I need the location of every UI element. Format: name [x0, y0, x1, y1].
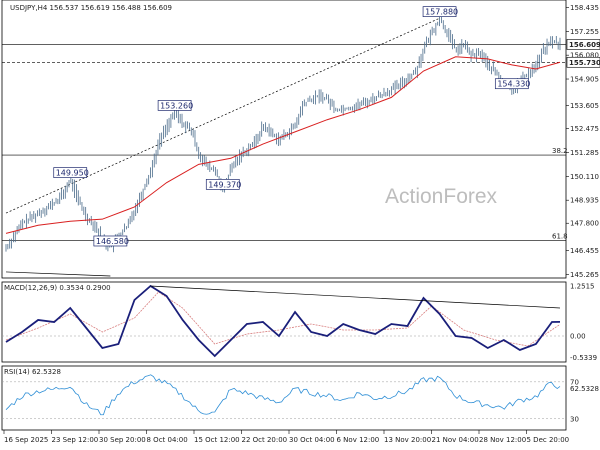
moving-average-line [5, 56, 561, 234]
y-tick-label: 153.605 [570, 102, 599, 110]
level-tag-text: 156.609 [569, 41, 600, 49]
price-label: 153.260 [160, 101, 193, 110]
price-label: 157.880 [425, 8, 458, 17]
y-tick-label: 146.455 [570, 247, 599, 255]
pane-frame-0 [1, 0, 567, 279]
y-tick-label: 156.080 [570, 52, 599, 60]
rsi-y-label: 30 [570, 415, 579, 423]
level-tag [566, 56, 600, 68]
watermark: ActionForex [385, 185, 498, 208]
macd-y-label: -0.5339 [570, 354, 597, 362]
fib-level-label: 38.2 [552, 147, 568, 155]
fib-level-label: 61.8 [552, 232, 568, 240]
x-tick-label: 15 Oct 12:00 [194, 436, 240, 444]
macd-line [5, 284, 561, 358]
rsi-line [5, 374, 561, 416]
x-tick-label: 28 Nov 12:00 [479, 436, 526, 444]
pane-frame-1 [1, 281, 567, 363]
y-tick-label: 158.435 [570, 4, 599, 12]
rsi-title: RSI(14) 62.5328 [4, 368, 61, 376]
macd-signal-line [5, 291, 561, 347]
x-tick-label: 8 Oct 04:00 [147, 436, 188, 444]
price-label-box [494, 78, 529, 90]
trendline [5, 17, 440, 214]
trendline [5, 271, 111, 277]
x-tick-label: 23 Sep 12:00 [52, 436, 99, 444]
y-tick-label: 157.255 [570, 28, 599, 36]
x-tick-label: 30 Sep 20:00 [99, 436, 146, 444]
price-label-box [205, 179, 240, 190]
price-label-box [53, 167, 88, 178]
y-tick-label: 148.935 [570, 197, 599, 205]
chart-title: USDJPY,H4 156.537 156.619 156.488 156.60… [10, 4, 172, 12]
level-tag [566, 39, 600, 50]
y-tick-label: 151.285 [570, 149, 599, 157]
y-tick-label: 145.265 [570, 271, 599, 279]
x-tick-label: 13 Nov 20:00 [384, 436, 431, 444]
x-tick-label: 5 Dec 20:00 [527, 436, 570, 444]
macd-trendline [150, 285, 561, 309]
rsi-y-label: 70 [570, 378, 579, 386]
price-label-box [157, 100, 192, 111]
x-tick-label: 22 Oct 20:00 [242, 436, 288, 444]
y-tick-label: 154.905 [570, 76, 599, 84]
macd-y-label: 1.2515 [570, 282, 595, 290]
pane-frame-2 [1, 365, 567, 431]
y-tick-label: 150.110 [570, 173, 599, 181]
price-label-box [422, 6, 457, 17]
x-tick-label: 16 Sep 2025 [4, 436, 48, 444]
macd-title: MACD(12,26,9) 0.3534 0.2900 [4, 284, 111, 292]
price-label: 146.580 [96, 237, 129, 246]
level-tag-text: 155.730 [569, 59, 600, 67]
price-label: 149.950 [56, 169, 89, 178]
rsi-y-label: 62.5328 [570, 385, 599, 393]
x-tick-label: 6 Nov 12:00 [337, 436, 380, 444]
x-tick-label: 30 Oct 04:00 [289, 436, 335, 444]
price-label: 149.370 [208, 180, 241, 189]
macd-y-label: 0.00 [570, 333, 586, 341]
y-tick-label: 147.800 [570, 220, 599, 228]
price-label: 154.330 [497, 80, 530, 89]
y-tick-label: 152.475 [570, 125, 599, 133]
x-tick-label: 21 Nov 04:00 [432, 436, 479, 444]
price-label-box [93, 235, 128, 247]
